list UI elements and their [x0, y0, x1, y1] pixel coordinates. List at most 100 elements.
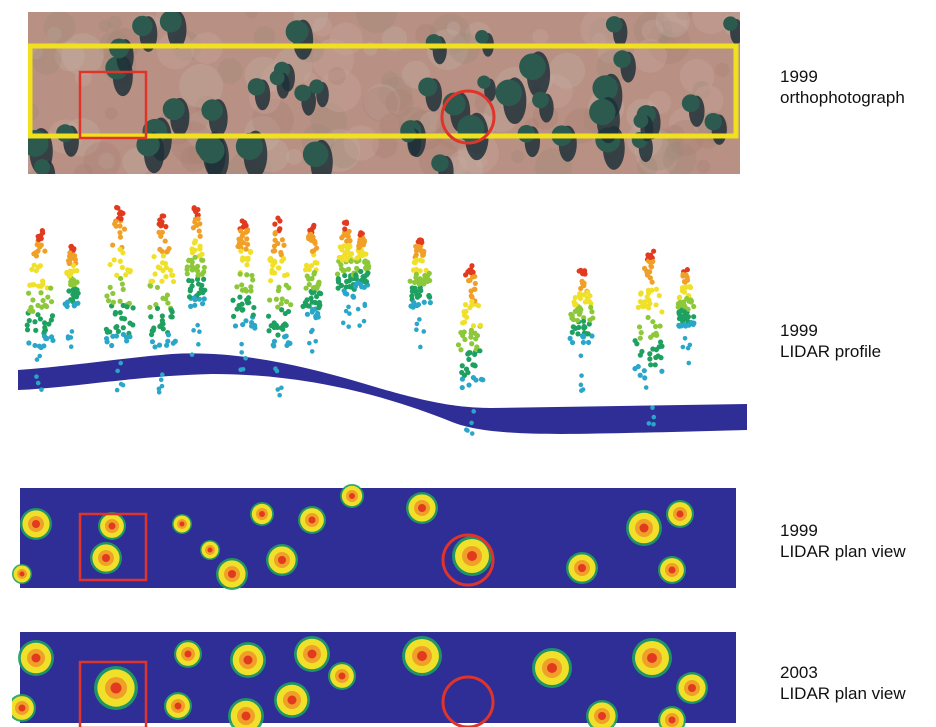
lidar-point: [117, 229, 123, 236]
lidar-point: [278, 301, 284, 307]
lidar-point: [680, 344, 686, 350]
lidar-point: [414, 321, 420, 327]
lidar-point: [570, 324, 576, 330]
lidar-point: [458, 347, 464, 353]
lidar-point: [686, 360, 692, 366]
lidar-point: [462, 302, 469, 308]
lidar-point: [353, 281, 359, 287]
ground-texture: [107, 15, 123, 31]
lidar-point: [239, 287, 246, 293]
lidar-point: [158, 223, 164, 229]
lidar-point: [682, 323, 689, 329]
lidar-point: [32, 319, 38, 325]
lidar-point: [186, 294, 193, 300]
lidar-point: [315, 310, 321, 317]
lidar-point: [339, 257, 345, 263]
lidar-point: [312, 259, 318, 266]
lidar-point: [33, 249, 39, 256]
lidar-point: [194, 276, 201, 282]
lidar-point: [288, 302, 294, 308]
lidar-point: [197, 243, 203, 249]
lidar-point: [649, 279, 655, 285]
lidar-point: [69, 329, 75, 334]
lidar-point: [681, 289, 687, 295]
tree-top: [418, 504, 426, 512]
lidar-point: [68, 254, 74, 260]
lidar-point: [467, 350, 473, 356]
lidar-point: [187, 288, 193, 294]
lidar-point: [410, 304, 416, 310]
lidar-point: [267, 257, 273, 263]
lidar-point: [419, 258, 425, 264]
lidar-point: [363, 279, 370, 285]
lidar-point: [417, 268, 423, 274]
lidar-point: [360, 274, 366, 280]
ground-texture: [245, 12, 258, 19]
lidar-point: [647, 269, 653, 275]
lidar-point: [309, 309, 315, 315]
lidar-point: [272, 260, 278, 266]
tree-top: [639, 523, 649, 533]
lidar-point: [35, 302, 41, 309]
lidar-point: [169, 314, 175, 320]
lidar-point: [313, 293, 320, 300]
lidar-point: [272, 230, 278, 236]
lidar-point: [156, 342, 163, 348]
lidar-point: [194, 265, 200, 271]
lidar-point: [307, 227, 313, 233]
tree-crown: [269, 70, 285, 86]
lidar-point: [118, 275, 124, 282]
ground-texture: [379, 113, 404, 138]
lidar-point: [163, 274, 169, 280]
lidar-point: [426, 293, 432, 299]
lidar-point: [154, 305, 161, 312]
lidar-point: [156, 389, 162, 395]
lidar-point: [238, 367, 243, 372]
lidar-point: [648, 334, 654, 340]
lidar-point: [468, 293, 474, 299]
lidar-point: [190, 225, 197, 231]
lidar-point: [169, 309, 175, 315]
plan-2003-ground: [20, 632, 736, 723]
lidar-point: [117, 234, 124, 240]
lidar-point: [39, 228, 45, 234]
lidar-point: [250, 277, 256, 283]
lidar-point: [48, 299, 55, 305]
lidar-point: [154, 284, 161, 291]
lidar-point: [271, 338, 278, 344]
lidar-point: [165, 332, 172, 338]
lidar-point: [110, 333, 116, 339]
ground-texture: [381, 71, 400, 90]
plan-view-1999-image: [12, 484, 736, 590]
ground-texture: [679, 58, 715, 94]
lidar-point: [42, 248, 48, 254]
tree-crown: [723, 16, 738, 31]
lidar-point: [574, 317, 581, 324]
ground-texture: [83, 141, 121, 174]
lidar-point: [644, 294, 650, 300]
lidar-point: [682, 279, 688, 285]
lidar-point: [149, 278, 156, 284]
lidar-point: [114, 272, 120, 278]
lidar-point: [303, 267, 309, 273]
tree-top: [18, 704, 26, 712]
lidar-point: [284, 272, 290, 278]
lidar-point: [244, 272, 250, 278]
lidar-point: [657, 323, 663, 329]
ground-texture: [343, 125, 379, 161]
lidar-point: [318, 291, 324, 297]
lidar-point: [265, 313, 272, 319]
lidar-point: [117, 223, 123, 229]
lidar-point: [191, 328, 196, 333]
lidar-point: [417, 276, 423, 282]
tree-top: [547, 663, 557, 673]
lidar-point: [273, 296, 280, 302]
ground-texture: [179, 64, 224, 108]
lidar-point: [659, 309, 665, 315]
lidar-point: [459, 384, 465, 391]
lidar-point: [234, 306, 240, 312]
lidar-point: [243, 288, 249, 294]
lidar-point: [238, 237, 244, 243]
lidar-point: [571, 299, 577, 305]
lidar-point: [683, 272, 689, 278]
